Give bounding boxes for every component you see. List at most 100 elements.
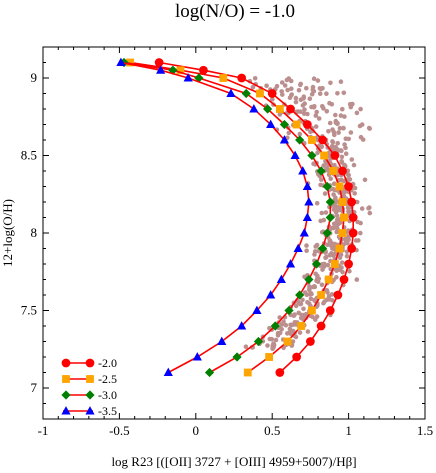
series-point — [243, 368, 252, 377]
series-point — [297, 322, 306, 330]
observed-point — [293, 334, 299, 340]
observed-point — [352, 191, 358, 196]
series-point — [252, 305, 262, 314]
series-point — [295, 135, 305, 145]
observed-point — [330, 225, 336, 231]
legend-marker — [86, 375, 94, 383]
observed-point — [269, 336, 275, 342]
x-tick-label: 0 — [193, 423, 200, 438]
observed-point — [279, 89, 285, 94]
observed-point — [341, 90, 347, 96]
observed-point — [347, 268, 352, 274]
y-tick-label: 7.5 — [21, 303, 37, 318]
observed-point — [305, 329, 311, 334]
series-point — [219, 74, 228, 82]
observed-point — [287, 326, 293, 332]
series-point — [325, 212, 335, 223]
observed-point — [347, 101, 353, 107]
legend-item: -3.5 — [61, 404, 117, 418]
series-point — [286, 104, 295, 114]
observed-point — [367, 210, 373, 216]
series-point — [348, 228, 358, 238]
series-point — [308, 136, 316, 144]
observed-point — [323, 210, 329, 215]
observed-point — [243, 344, 249, 350]
series-point — [322, 228, 332, 238]
observed-point — [304, 85, 309, 91]
observed-point — [342, 162, 347, 168]
observed-point — [315, 277, 321, 283]
series-point — [265, 353, 274, 361]
observed-point — [293, 99, 299, 105]
series-1 — [154, 58, 358, 377]
observed-point — [273, 337, 279, 343]
series-point — [316, 166, 326, 176]
observed-point — [319, 210, 325, 216]
y-axis-label: 12+log(O/H) — [0, 199, 15, 267]
series-point — [347, 197, 357, 207]
observed-point — [359, 206, 365, 211]
observed-point — [342, 189, 348, 195]
series-point — [298, 166, 308, 175]
observed-point — [324, 109, 330, 114]
series-point — [344, 182, 353, 191]
series-point — [318, 135, 327, 145]
observed-point — [250, 84, 256, 90]
observed-point — [327, 100, 332, 106]
observed-point — [313, 113, 319, 118]
series-point — [263, 104, 273, 114]
observed-point — [293, 95, 299, 101]
observed-point — [297, 131, 303, 137]
legend-marker — [61, 390, 71, 400]
series-point — [347, 244, 357, 253]
observed-point — [334, 229, 340, 235]
observed-point — [314, 109, 320, 115]
observed-point — [301, 111, 307, 116]
observed-point — [270, 97, 275, 102]
observed-point — [300, 103, 306, 108]
series-point — [307, 150, 317, 161]
observed-point — [340, 106, 345, 112]
series-line — [158, 61, 354, 374]
observed-point — [300, 297, 305, 303]
chart-title: log(N/O) = -1.0 — [175, 1, 295, 22]
observed-point — [313, 244, 319, 249]
observed-point — [338, 79, 344, 84]
series-2 — [126, 58, 348, 377]
observed-point — [277, 330, 283, 336]
y-tick-label: 7 — [31, 380, 38, 395]
observed-point — [310, 84, 316, 90]
observed-point — [265, 343, 270, 348]
x-axis-label: log R23 [([OII] 3727 + [OIII] 4959+5007)… — [111, 454, 356, 469]
observed-point — [358, 230, 363, 236]
observed-point — [314, 201, 320, 206]
observed-point — [354, 277, 360, 282]
observed-point — [354, 110, 360, 116]
series-point — [156, 65, 166, 74]
series-line — [129, 61, 345, 374]
series-line — [123, 61, 332, 374]
observed-point — [307, 284, 312, 289]
legend-marker — [62, 375, 70, 383]
series-point — [126, 58, 135, 67]
legend-label: -2.5 — [98, 372, 117, 386]
observed-point — [335, 140, 341, 146]
series-point — [199, 65, 208, 75]
legend-label: -2.0 — [98, 356, 117, 370]
series-point — [320, 151, 329, 160]
observed-point — [302, 290, 308, 295]
series-point — [279, 119, 290, 130]
x-tick-label: -0.5 — [109, 423, 130, 438]
observed-point — [333, 112, 338, 118]
observed-point — [334, 213, 340, 219]
observed-point — [324, 91, 329, 96]
series-point — [308, 306, 316, 315]
observed-point — [325, 262, 331, 268]
series-point — [293, 243, 303, 252]
observed-point — [302, 312, 307, 318]
series-point — [266, 119, 276, 128]
series-point — [302, 181, 312, 190]
observed-point — [313, 124, 319, 129]
series-point — [270, 321, 280, 331]
observed-point — [343, 151, 349, 156]
